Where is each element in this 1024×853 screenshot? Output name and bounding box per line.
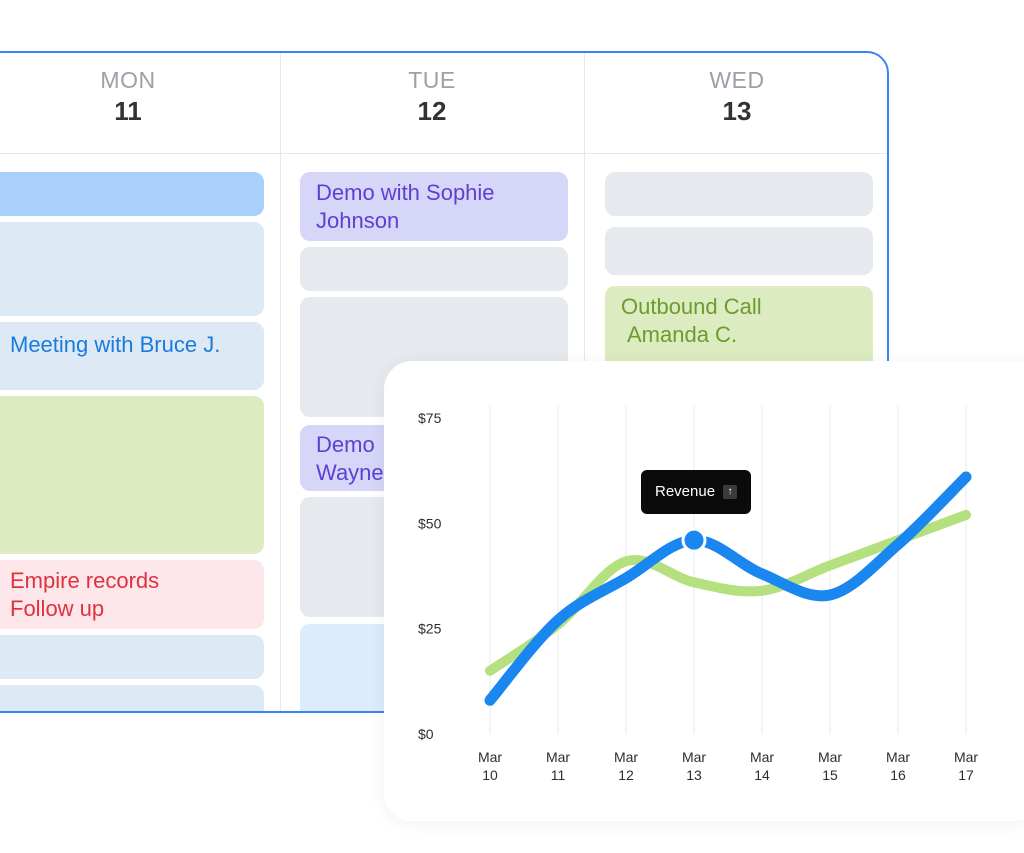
tooltip-label: Revenue — [655, 483, 716, 500]
header-divider — [0, 153, 887, 154]
event-block[interactable] — [300, 247, 568, 291]
event-meeting-bruce[interactable]: Meeting with Bruce J. — [0, 322, 264, 390]
day-number: 12 — [417, 96, 447, 126]
event-block[interactable] — [0, 172, 264, 216]
highlight-point[interactable] — [681, 527, 707, 553]
event-title-line2: Follow up — [10, 596, 105, 621]
event-title: Meeting with Bruce J. — [10, 332, 221, 357]
y-tick-label: $75 — [418, 410, 442, 426]
x-tick-label: Mar 13 — [682, 749, 706, 783]
event-title-line1: Demo with Sophie — [316, 180, 495, 205]
y-tick-label: $0 — [418, 726, 434, 742]
x-tick-label: Mar 15 — [818, 749, 842, 783]
day-header-wed[interactable]: WED 13 — [587, 67, 887, 127]
column-divider — [280, 53, 281, 711]
x-tick-label: Mar 17 — [954, 749, 978, 783]
revenue-chart-card: $75 $50 $25 $0 Mar 10 Mar 11 Mar 12 Mar 13 Mar 14 Mar… — [384, 361, 1024, 821]
x-tick-label: Mar 16 — [886, 749, 910, 783]
event-block[interactable] — [605, 227, 873, 275]
event-title-line1: Outbound Call — [621, 294, 762, 319]
event-block[interactable] — [0, 685, 264, 711]
day-header-tue[interactable]: TUE 12 — [282, 67, 582, 127]
event-block[interactable] — [0, 222, 264, 316]
event-block[interactable] — [605, 172, 873, 216]
day-number: 13 — [722, 96, 752, 126]
x-tick-label: Mar 10 — [478, 749, 502, 783]
event-block[interactable] — [0, 396, 264, 554]
event-title-line2: Wayne — [316, 460, 384, 485]
series-line-green — [485, 509, 971, 676]
y-tick-label: $50 — [418, 515, 442, 531]
event-title-line1: Empire records — [10, 568, 160, 593]
event-title-line2: Johnson — [316, 208, 400, 233]
day-name: TUE — [408, 67, 456, 93]
event-title-line2: Amanda C. — [627, 322, 738, 347]
x-tick-label: Mar 11 — [546, 749, 570, 783]
event-empire-records[interactable]: Empire records Follow up — [0, 560, 264, 629]
event-block[interactable] — [0, 635, 264, 679]
revenue-chart: $75 $50 $25 $0 Mar 10 Mar 11 Mar 12 Mar 13 Mar 14 Mar… — [418, 406, 978, 783]
event-demo-sophie[interactable]: Demo with Sophie Johnson — [300, 172, 568, 241]
series-line-blue — [484, 471, 972, 706]
x-tick-label: Mar 12 — [614, 749, 638, 783]
arrow-up-icon: ↑ — [723, 485, 738, 499]
day-header-mon[interactable]: MON 11 — [0, 67, 278, 127]
day-name: MON — [100, 67, 156, 93]
y-tick-label: $25 — [418, 621, 442, 637]
day-number: 11 — [114, 96, 142, 126]
revenue-tooltip: Revenue ↑ — [641, 470, 752, 514]
x-tick-label: Mar 14 — [750, 749, 774, 783]
day-name: WED — [709, 67, 765, 93]
event-title-line1: Demo — [316, 432, 375, 457]
